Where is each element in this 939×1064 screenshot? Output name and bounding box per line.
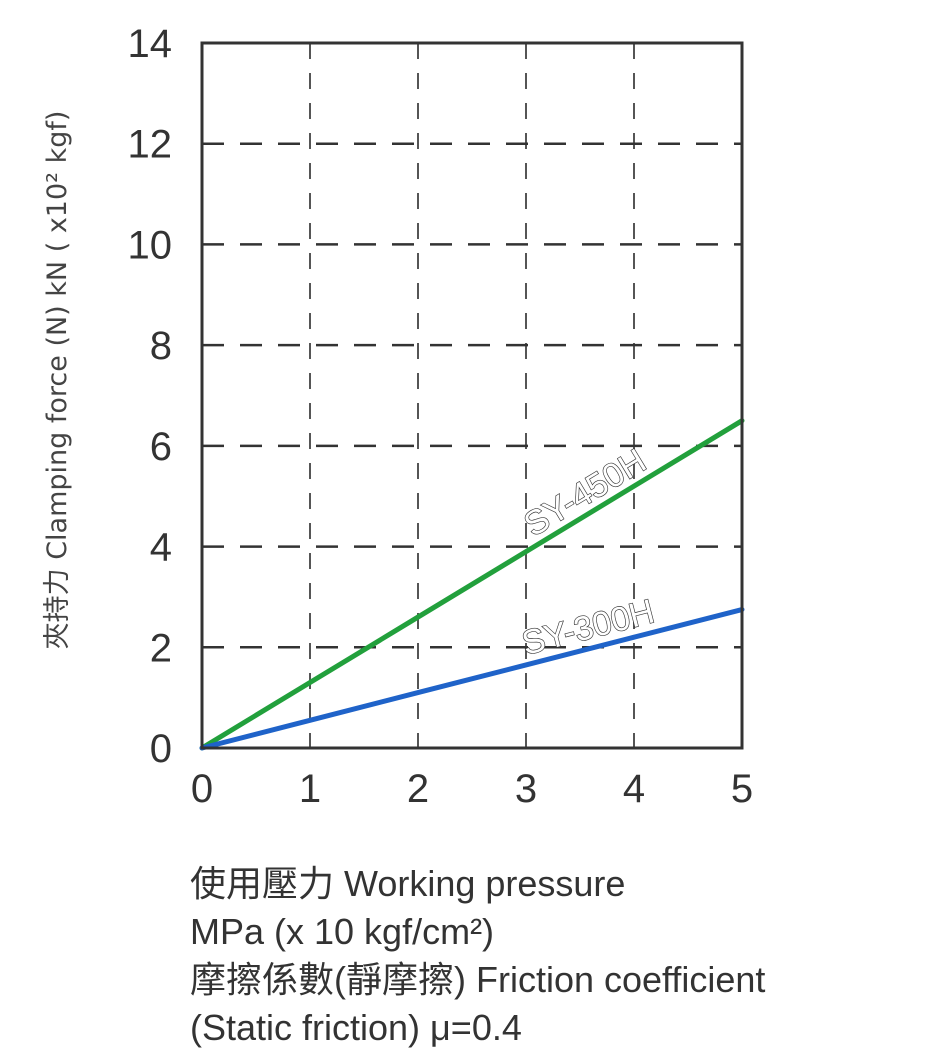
series-label-sy-450h: SY-450H <box>518 442 653 544</box>
series-labels: SY-450H SY-300H <box>517 441 659 663</box>
x-axis-label-line-1: 使用壓力 Working pressure <box>190 863 626 904</box>
y-axis-label: 夾持力 Clamping force (N) kN ( x10² kgf) <box>42 111 73 650</box>
plot-frame <box>200 41 744 750</box>
friction-note-line-1: 摩擦係數(靜摩擦) Friction coefficient <box>190 959 766 1000</box>
series-lines <box>199 418 745 751</box>
y-tick-label-4: 8 <box>150 324 172 368</box>
x-axis-caption: 使用壓力 Working pressure MPa (x 10 kgf/cm²)… <box>190 860 930 1052</box>
y-tick-label-5: 10 <box>128 223 173 267</box>
series-line-sy-450h <box>199 418 745 751</box>
y-tick-label-7: 14 <box>128 22 173 66</box>
y-tick-label-6: 12 <box>128 123 173 167</box>
y-tick-label-1: 2 <box>150 626 172 670</box>
x-tick-label-0: 0 <box>191 767 213 811</box>
y-tick-label-3: 6 <box>150 425 172 469</box>
grid <box>202 43 742 748</box>
series-line-sy-300h <box>199 607 745 751</box>
series-label-sy-300h: SY-300H <box>518 592 658 662</box>
friction-note-line-2: (Static friction) μ=0.4 <box>190 1007 522 1048</box>
x-tick-label-3: 3 <box>515 767 537 811</box>
x-tick-label-2: 2 <box>407 767 429 811</box>
x-tick-label-5: 5 <box>731 767 753 811</box>
y-tick-label-2: 4 <box>150 526 172 570</box>
x-axis-label-line-2: MPa (x 10 kgf/cm²) <box>190 911 495 952</box>
y-tick-label-0: 0 <box>150 727 172 771</box>
x-tick-label-1: 1 <box>299 767 321 811</box>
x-tick-label-4: 4 <box>623 767 645 811</box>
